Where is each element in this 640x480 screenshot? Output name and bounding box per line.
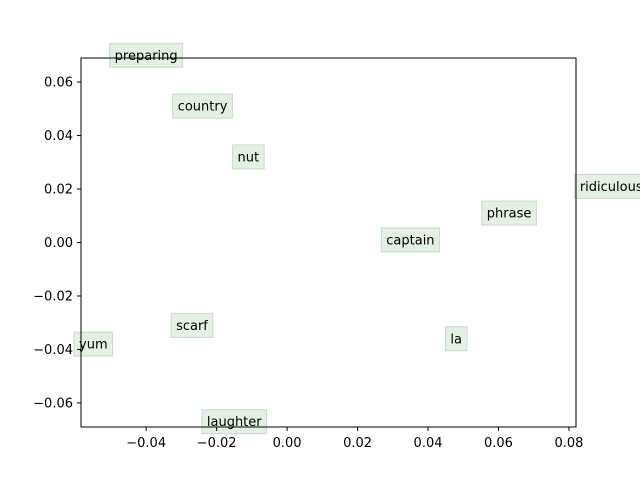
- point-label: nut: [232, 144, 265, 170]
- label-box: [481, 200, 537, 226]
- point-label: yum: [73, 331, 114, 357]
- point-label-text: captain: [386, 233, 434, 248]
- point-label-text: nut: [238, 150, 260, 165]
- y-tick-label: 0.00: [44, 236, 73, 251]
- point-label: country: [172, 93, 233, 119]
- point-label-text: preparing: [115, 49, 178, 64]
- x-tick-label: 0.02: [343, 436, 372, 451]
- label-box: [574, 173, 640, 199]
- label-box: [444, 326, 468, 352]
- y-tick-label: 0.06: [44, 76, 73, 91]
- label-box: [73, 331, 114, 357]
- point-label: ridiculous: [574, 173, 640, 199]
- point-label-text: la: [450, 332, 462, 347]
- point-label-text: country: [178, 100, 228, 115]
- label-box: [380, 227, 441, 253]
- point-label: captain: [380, 227, 441, 253]
- x-tick-label: −0.04: [126, 436, 166, 451]
- x-axis: −0.04 −0.02 0.00 0.02 0.04 0.06 0.08: [126, 427, 583, 451]
- point-label: phrase: [481, 200, 537, 226]
- point-label: la: [444, 326, 468, 352]
- point-label-text: phrase: [487, 207, 532, 222]
- y-tick-label: 0.04: [44, 129, 73, 144]
- label-box: [170, 312, 214, 338]
- y-tick-label: −0.04: [33, 343, 73, 358]
- label-box: [201, 409, 268, 435]
- y-tick-label: −0.02: [33, 289, 73, 304]
- y-tick-label: −0.06: [33, 396, 73, 411]
- x-tick-label: 0.04: [414, 436, 443, 451]
- x-tick-label: 0.00: [273, 436, 302, 451]
- x-tick-label: −0.02: [197, 436, 237, 451]
- point-label-text: ridiculous: [580, 180, 640, 195]
- x-tick-label: 0.06: [484, 436, 513, 451]
- y-axis: −0.06 −0.04 −0.02 0.00 0.02 0.04 0.06: [33, 76, 81, 411]
- y-tick-label: 0.02: [44, 183, 73, 198]
- point-label-text: yum: [79, 338, 108, 353]
- label-box: [232, 144, 265, 170]
- point-label: laughter: [201, 409, 268, 435]
- label-box: [172, 93, 233, 119]
- x-tick-label: 0.08: [554, 436, 583, 451]
- point-label-text: laughter: [207, 415, 262, 430]
- point-label: scarf: [170, 312, 214, 338]
- point-label-text: scarf: [176, 319, 208, 334]
- word-labels: preparing country nut ridiculous phrase capta…: [73, 42, 640, 435]
- label-box: [109, 42, 184, 68]
- plot-frame: [80, 57, 577, 428]
- point-label: preparing: [109, 42, 184, 68]
